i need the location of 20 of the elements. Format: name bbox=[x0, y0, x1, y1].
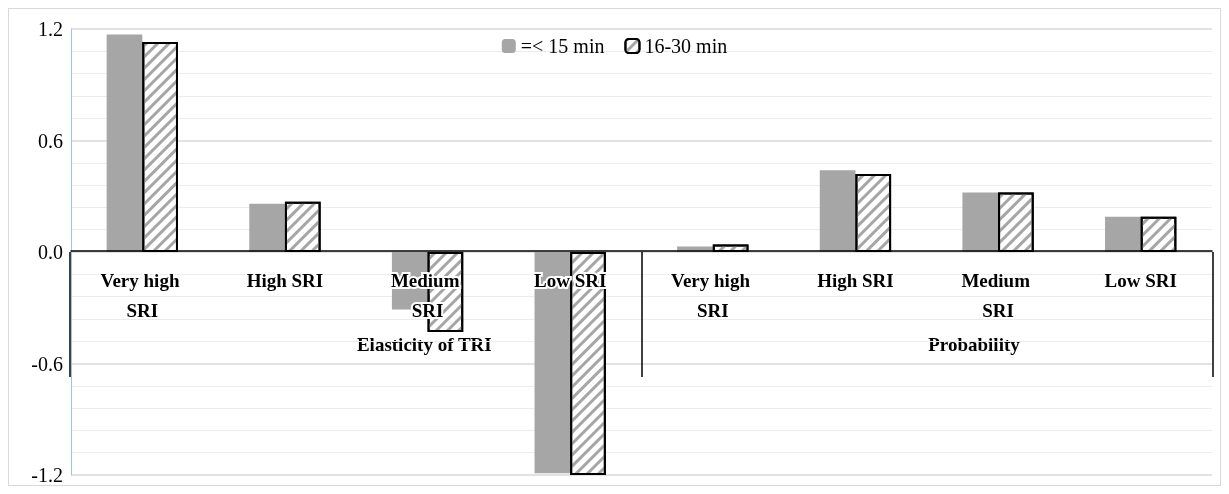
legend-label: =< 15 min bbox=[520, 35, 605, 57]
bar bbox=[106, 34, 143, 252]
bar bbox=[534, 252, 571, 474]
x-tick-label: Very high SRI bbox=[670, 269, 755, 321]
bar bbox=[962, 192, 999, 252]
y-tick-label: -0.6 bbox=[31, 352, 63, 375]
legend-label: 16-30 min bbox=[644, 35, 728, 57]
x-tick-label: High SRI bbox=[817, 269, 894, 291]
x-tick-label: Very high SRI bbox=[100, 269, 185, 321]
x-tick-label: Low SRI bbox=[1104, 269, 1177, 291]
y-tick-label: 1.2 bbox=[38, 18, 63, 40]
x-tick-label: Medium SRI bbox=[961, 269, 1035, 321]
x-tick-label: High SRI bbox=[246, 269, 324, 291]
y-tick-label: -1.2 bbox=[31, 464, 63, 486]
bar bbox=[249, 203, 285, 252]
y-tick-label: 0.0 bbox=[38, 241, 63, 263]
annotation: Probability bbox=[928, 334, 1021, 355]
bar bbox=[819, 170, 856, 252]
y-tick-label: 0.6 bbox=[38, 129, 63, 152]
bar bbox=[1105, 216, 1141, 252]
